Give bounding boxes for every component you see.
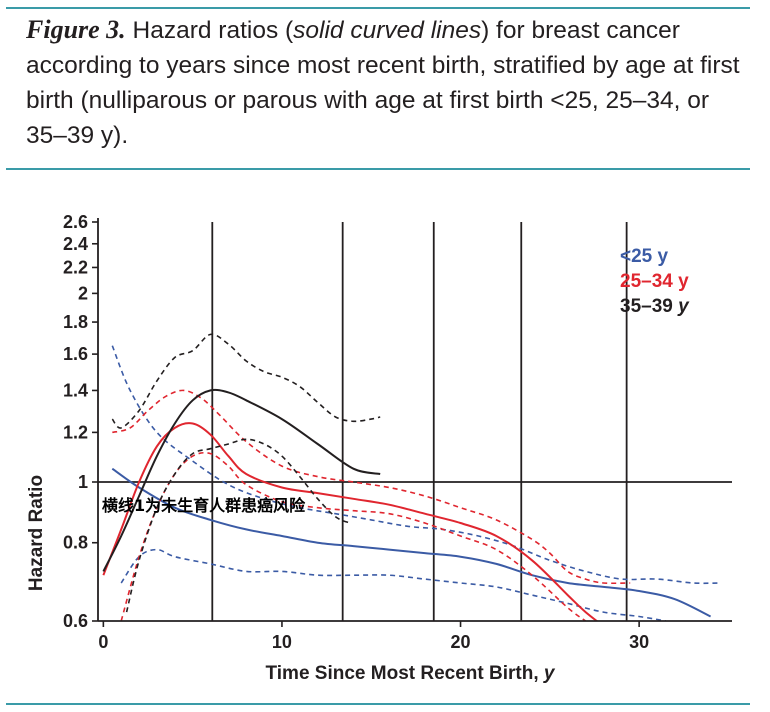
- legend-label: <25 y: [620, 246, 669, 267]
- y-tick-label: 1.4: [63, 380, 88, 400]
- y-tick-label: 2.6: [63, 212, 88, 232]
- figure-label: Figure 3.: [26, 15, 126, 44]
- series-25-34-ci-line-5: [120, 451, 587, 621]
- legend-entry-1: <25 y: [620, 246, 669, 267]
- caption-bottom-rule: [6, 168, 750, 170]
- series-25-34-ci-line-4: [112, 389, 631, 585]
- series-lt25-ci-line-2: [120, 548, 667, 621]
- legend-label: 25–34 y: [620, 271, 689, 292]
- y-axis-title: Hazard Ratio: [26, 475, 47, 591]
- legend-entry-3: 35–39 y: [620, 296, 690, 317]
- series-35-39-ci-line-7: [111, 333, 381, 429]
- reference-line-annotation: 横线1为未生育人群患癌风险: [102, 496, 306, 515]
- hazard-ratio-chart: 0.6 0.8 1 1.2 1.4 1.6 1.8 2 2.2 2.42.6 0 10 20 30 <25…: [26, 212, 732, 684]
- y-tick-label: 0.6: [63, 611, 88, 631]
- x-tick-label: 20: [451, 632, 471, 652]
- x-tick-label: 30: [629, 632, 649, 652]
- caption-top-rule: [6, 7, 750, 9]
- caption-text-2: ) for breast cancer according to years s…: [26, 17, 740, 149]
- caption-text-1: Hazard ratios (: [125, 17, 294, 44]
- legend-entry-2: 25–34 y: [620, 271, 689, 292]
- legend-unit: y: [677, 296, 690, 317]
- series-lt25-ci-line-1: [111, 345, 720, 585]
- series-25-34-estimate-line: [102, 422, 599, 621]
- x-tick-label: 10: [272, 632, 292, 652]
- x-axis-title-text: Time Since Most Recent Birth,: [266, 663, 544, 684]
- y-tick-label: 1.6: [63, 344, 88, 364]
- series-35-39-estimate-line: [102, 388, 381, 572]
- y-tick-label: 2: [78, 283, 88, 303]
- y-tick-label: 1.2: [63, 422, 88, 442]
- y-tick-label: 0.8: [63, 533, 88, 553]
- y-tick-label: 1: [78, 472, 88, 492]
- legend-label: 35–39: [620, 296, 678, 317]
- series-lt25-estimate-line: [111, 467, 712, 618]
- y-tick-label: 2.2: [63, 257, 88, 277]
- figure-caption: Figure 3. Hazard ratios (solid curved li…: [26, 12, 746, 153]
- x-axis-title-unit: y: [543, 663, 556, 684]
- figure-bottom-rule: [6, 703, 750, 705]
- y-tick-label: 1.8: [63, 312, 88, 332]
- y-tick-label: 2.4: [63, 234, 88, 254]
- series-35-39-ci-line-8: [125, 438, 351, 613]
- x-tick-label: 0: [98, 632, 108, 652]
- x-axis-title: Time Since Most Recent Birth, y: [266, 663, 556, 684]
- caption-italic-text: solid curved lines: [293, 17, 482, 44]
